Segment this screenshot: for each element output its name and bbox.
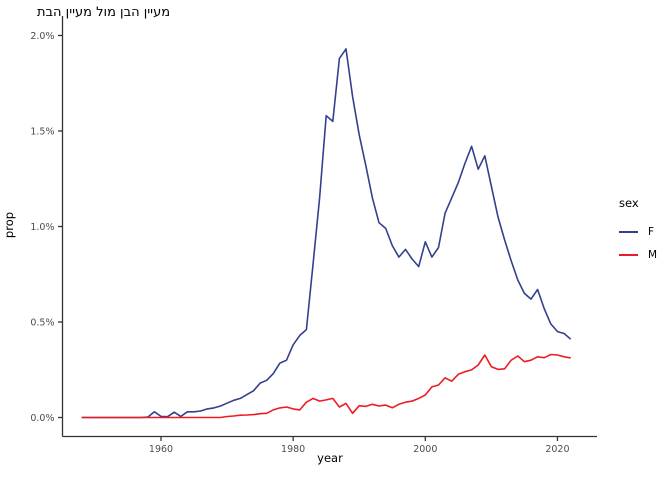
legend-label-m: M [648, 248, 658, 261]
x-tick-label: 2020 [545, 444, 569, 455]
x-tick-label: 1960 [149, 444, 173, 455]
y-tick-label: 1.5% [30, 127, 54, 138]
legend-label-f: F [648, 225, 655, 238]
legend: sex F M [612, 196, 670, 266]
y-tick-label: 0.0% [30, 413, 54, 424]
x-tick-label: 1980 [281, 444, 305, 455]
y-tick-label: 0.5% [30, 318, 54, 329]
series-line-m [81, 353, 571, 419]
legend-item-m: M [612, 243, 670, 266]
legend-swatch-m-line [619, 253, 638, 256]
x-tick-label: 2000 [413, 444, 437, 455]
legend-swatch-f-line [619, 230, 638, 233]
y-tick-label: 2.0% [30, 31, 54, 42]
legend-title: sex [619, 196, 639, 210]
chart-title: מעיין הבן מול מעיין הבת [37, 5, 171, 20]
y-axis-title: prop [2, 211, 16, 239]
y-tick-label: 1.0% [30, 222, 54, 233]
x-axis-title: year [317, 451, 343, 465]
series-line-f [81, 48, 572, 419]
legend-item-f: F [612, 220, 670, 243]
